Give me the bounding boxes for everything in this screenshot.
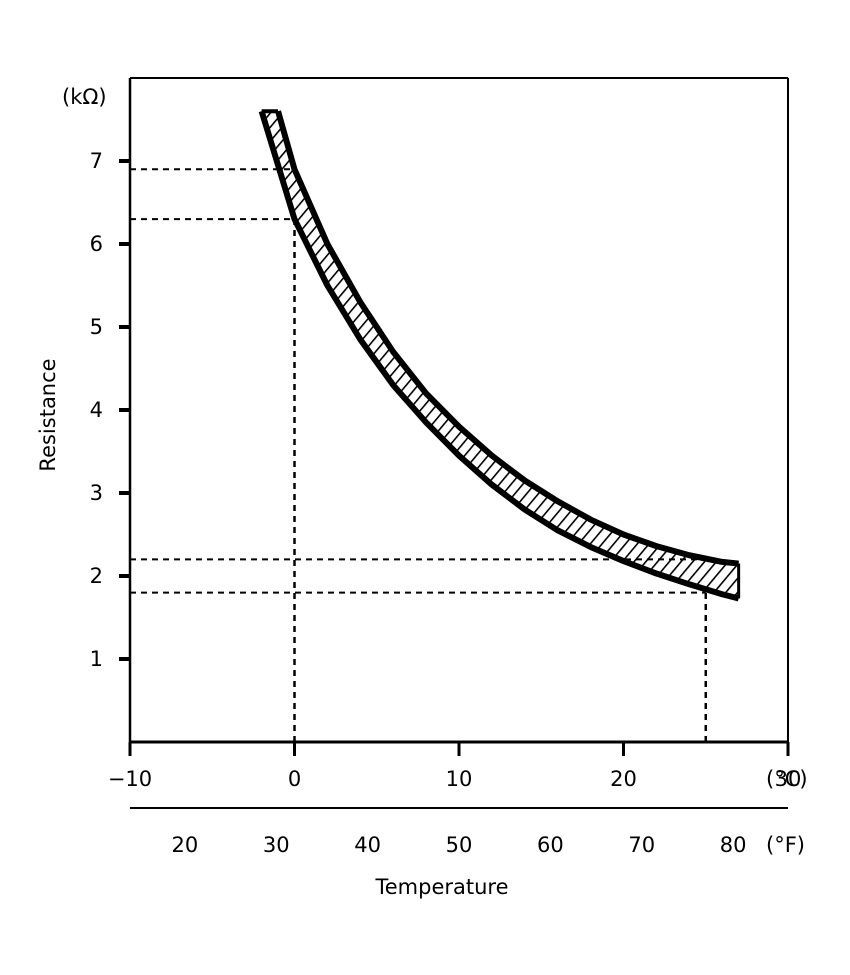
y-axis-title: Resistance: [36, 358, 60, 471]
tolerance-band: [258, 109, 741, 602]
x-axis-title: Temperature: [374, 875, 508, 899]
x-tick-label-celsius-10: 10: [446, 767, 473, 791]
x-tick-label-fahrenheit-70: 70: [628, 833, 655, 857]
x-tick-label-celsius-20: 20: [610, 767, 637, 791]
y-tick-label-1: 1: [90, 647, 103, 671]
y-tick-label-4: 4: [90, 398, 103, 422]
x-tick-label-fahrenheit-30: 30: [263, 833, 290, 857]
x-unit-celsius-label: (°C): [766, 767, 808, 791]
x-tick-label-fahrenheit-80: 80: [720, 833, 747, 857]
y-tick-label-2: 2: [90, 564, 103, 588]
y-unit-label: (kΩ): [62, 85, 107, 109]
tolerance-band-fill: [261, 111, 739, 599]
reference-lines: [130, 168, 707, 742]
x-tick-label-fahrenheit-20: 20: [171, 833, 198, 857]
y-tick-label-3: 3: [90, 481, 103, 505]
x-unit-fahrenheit-label: (°F): [766, 833, 805, 857]
x-tick-label-fahrenheit-50: 50: [446, 833, 473, 857]
x-tick-label-celsius-30: 30: [775, 767, 802, 791]
y-tick-label-6: 6: [90, 232, 103, 256]
ticks: 1 2 3 4 5 6 7 −10 0 10 20 30 20 30 40 50 60 70 80: [90, 149, 802, 857]
series-lower-limit-line: [258, 110, 740, 602]
y-tick-label-7: 7: [90, 149, 103, 173]
y-tick-label-5: 5: [90, 315, 103, 339]
x-tick-label-celsius--10: −10: [108, 767, 152, 791]
series-upper-limit-line: [275, 110, 739, 567]
x-tick-label-fahrenheit-40: 40: [354, 833, 381, 857]
x-tick-label-celsius-0: 0: [288, 767, 301, 791]
x-tick-label-fahrenheit-60: 60: [537, 833, 564, 857]
